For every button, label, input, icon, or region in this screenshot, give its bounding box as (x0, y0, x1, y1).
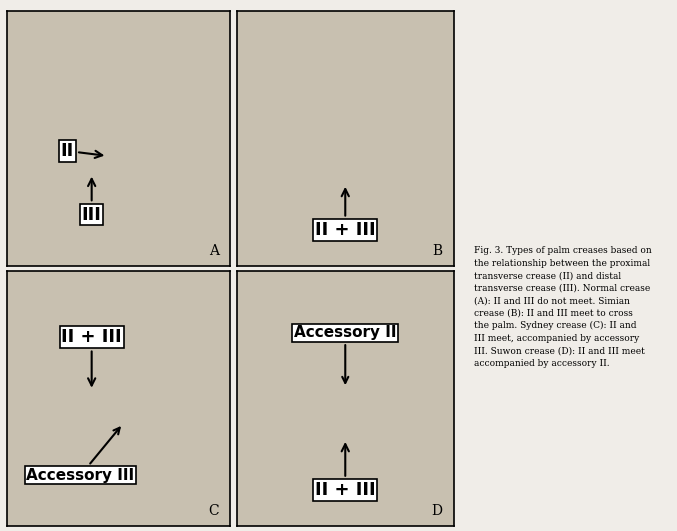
Text: Accessory II: Accessory II (294, 325, 397, 383)
Text: II + III: II + III (315, 189, 376, 239)
Text: C: C (209, 504, 219, 518)
Text: Fig. 3. Types of palm creases based on
the relationship between the proximal
tra: Fig. 3. Types of palm creases based on t… (474, 246, 652, 368)
Text: III: III (82, 179, 102, 224)
Text: A: A (209, 244, 219, 258)
Text: B: B (433, 244, 443, 258)
Text: Accessory III: Accessory III (26, 427, 135, 483)
Text: II + III: II + III (315, 444, 376, 499)
Text: D: D (432, 504, 443, 518)
Text: II + III: II + III (62, 328, 122, 386)
Text: II: II (60, 142, 102, 160)
